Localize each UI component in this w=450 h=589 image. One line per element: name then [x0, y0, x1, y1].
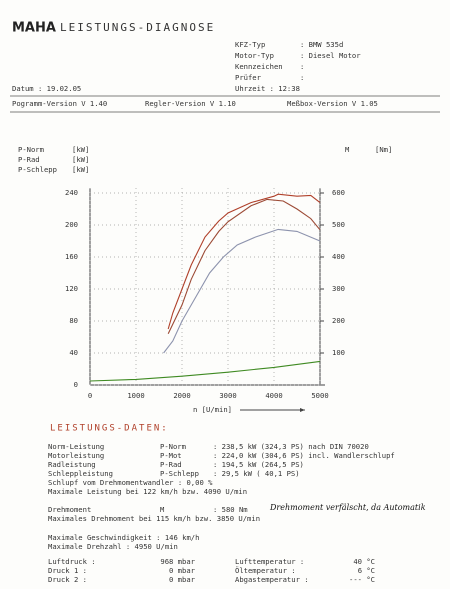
env-label: Öltemperatur : [235, 566, 296, 575]
x-axis-label: n [U/min] [193, 405, 232, 414]
vehicle-value: : BMW 535d [300, 40, 343, 49]
vehicle-label: Kennzeichen [235, 62, 283, 71]
result-cell: P-Schlepp [160, 469, 199, 478]
env-label: Druck 2 : [48, 575, 87, 584]
y2-tick-label: 100 [332, 348, 345, 357]
env-label: Lufttemperatur : [235, 557, 304, 566]
legend-unit: [kW] [72, 155, 89, 164]
page-title: LEISTUNGS-DIAGNOSE [60, 21, 215, 34]
x-tick-label: 2000 [173, 391, 190, 400]
y2-tick-label: 500 [332, 220, 345, 229]
y-tick-label: 40 [69, 348, 78, 357]
series-line [167, 198, 321, 335]
y2-tick-label: 600 [332, 188, 345, 197]
time: Uhrzeit : 12:38 [235, 84, 300, 93]
result-cell: Radleistung [48, 460, 96, 469]
x-tick-label: 4000 [265, 391, 282, 400]
env-value: 40 °C [353, 557, 375, 566]
vehicle-label: Motor-Typ [235, 51, 274, 60]
result-cell: : 238,5 kW (324,3 PS) nach DIN 70020 [213, 442, 369, 451]
y-tick-label: 80 [69, 316, 78, 325]
legend-name: P-Schlepp [18, 165, 57, 174]
result-cell: P-Rad [160, 460, 182, 469]
series-line [163, 228, 321, 354]
x-tick-label: 1000 [127, 391, 144, 400]
result-line: Maximale Geschwindigkeit : 146 km/h [48, 533, 199, 542]
vehicle-value: : [300, 62, 304, 71]
legend-name: P-Norm [18, 145, 44, 154]
y-tick-label: 0 [74, 380, 78, 389]
date: Datum : 19.02.05 [12, 84, 81, 93]
result-line: Maximales Drehmoment bei 115 km/h bzw. 3… [48, 514, 260, 523]
logo: MAHA [12, 21, 56, 36]
series-line [167, 193, 321, 330]
torque-cell: : 580 Nm [213, 505, 248, 514]
legend-name: P-Rad [18, 155, 40, 164]
vehicle-label: Prüfer [235, 73, 262, 82]
vehicle-value: : [300, 73, 304, 82]
version: Regler-Version V 1.10 [145, 99, 236, 108]
torque-cell: Drehmoment [48, 505, 91, 514]
env-value: 0 mbar [169, 575, 196, 584]
env-label: Druck 1 : [48, 566, 87, 575]
result-line: Maximale Leistung bei 122 km/h bzw. 4090… [48, 487, 247, 496]
result-line: Schlupf vom Drehmomentwandler : 0,00 % [48, 478, 213, 487]
y-tick-label: 120 [65, 284, 78, 293]
series-line [89, 360, 321, 382]
y-tick-label: 240 [65, 188, 78, 197]
env-label: Luftdruck : [48, 557, 96, 566]
y-tick-label: 200 [65, 220, 78, 229]
result-line: Maximale Drehzahl : 4950 U/min [48, 542, 178, 551]
env-value: 968 mbar [160, 557, 195, 566]
y-tick-label: 160 [65, 252, 78, 261]
version: Meßbox-Version V 1.05 [287, 99, 378, 108]
result-cell: : 224,0 kW (304,6 PS) incl. Wandlerschlu… [213, 451, 395, 460]
result-cell: P-Norm [160, 442, 186, 451]
env-value: 0 mbar [169, 566, 196, 575]
result-cell: Schleppleistung [48, 469, 113, 478]
env-value: 6 °C [358, 566, 375, 575]
env-value: --- °C [349, 575, 375, 584]
x-tick-label: 3000 [219, 391, 236, 400]
torque-cell: M [160, 505, 165, 514]
result-cell: Motorleistung [48, 451, 104, 460]
legend-unit: [Nm] [375, 145, 392, 154]
legend-unit: [kW] [72, 145, 89, 154]
vehicle-value: : Diesel Motor [300, 51, 361, 60]
legend-name: M [345, 145, 350, 154]
y2-tick-label: 300 [332, 284, 345, 293]
arrow-head [300, 408, 305, 412]
x-tick-label: 0 [88, 391, 92, 400]
y2-tick-label: 400 [332, 252, 345, 261]
env-label: Abgastemperatur : [235, 575, 309, 584]
legend-unit: [kW] [72, 165, 89, 174]
section-title: LEISTUNGS-DATEN: [50, 424, 169, 434]
result-cell: : 29,5 kW ( 40,1 PS) [213, 469, 300, 478]
handwritten-note: Drehmoment verfälscht, da Automatik [269, 503, 426, 512]
result-cell: : 194,5 kW (264,5 PS) [213, 460, 304, 469]
vehicle-label: KFZ-Typ [235, 40, 265, 49]
y2-tick-label: 200 [332, 316, 345, 325]
x-tick-label: 5000 [311, 391, 328, 400]
version: Pogramm-Version V 1.40 [12, 99, 107, 108]
result-cell: Norm-Leistung [48, 442, 104, 451]
result-cell: P-Mot [160, 451, 182, 460]
